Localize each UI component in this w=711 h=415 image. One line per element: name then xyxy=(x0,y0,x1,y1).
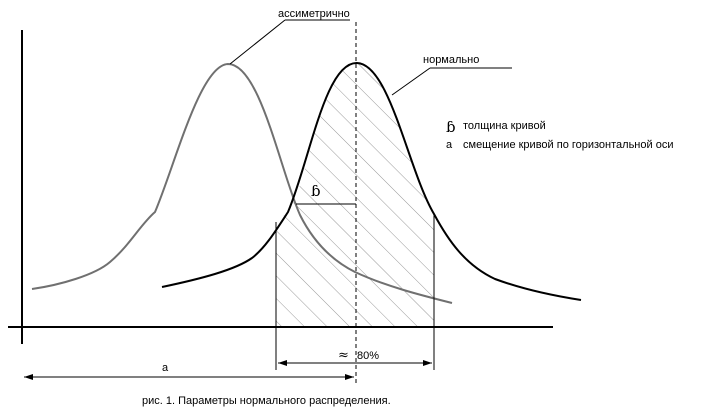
legend-a-symbol: a xyxy=(446,139,453,151)
percent-arrow-left xyxy=(278,360,287,366)
legend-b-text: толщина кривой xyxy=(463,120,546,132)
asymmetric-curve xyxy=(31,62,453,304)
a-arrow-right xyxy=(345,374,354,380)
figure-caption: рис. 1. Параметры нормального распределе… xyxy=(142,395,391,407)
a-marker: a xyxy=(162,362,169,374)
legend-b-symbol: ɓ xyxy=(446,118,456,136)
asymmetric-label: ассиметрично xyxy=(278,8,350,20)
normal-leader xyxy=(391,67,431,96)
legend-a-text: смещение кривой по горизонтальной оси xyxy=(463,139,673,151)
percent-arrow-right xyxy=(423,360,432,366)
asymmetric-leader xyxy=(229,19,286,65)
normal-label: нормально xyxy=(423,54,479,66)
approx-symbol: ≈ xyxy=(338,348,349,363)
b-marker: ɓ xyxy=(311,182,321,200)
percent-label: 80% xyxy=(357,350,379,362)
a-arrow-left xyxy=(24,374,33,380)
normal-curve xyxy=(161,61,582,301)
